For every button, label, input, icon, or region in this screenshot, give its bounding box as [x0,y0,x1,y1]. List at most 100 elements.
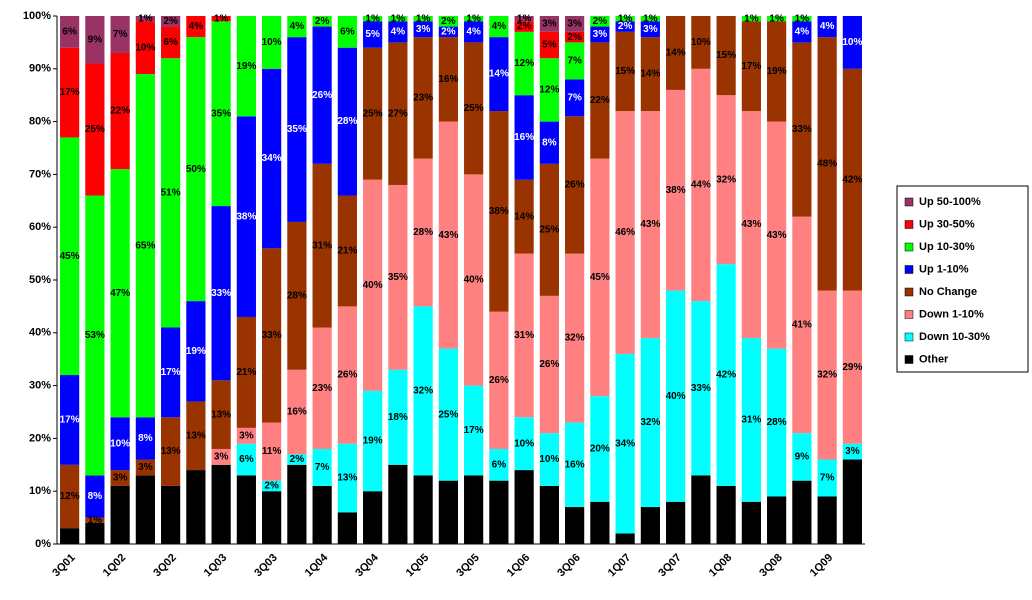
data-label: 28% [767,417,787,428]
data-label: 50% [186,164,206,175]
data-label: 12% [539,85,559,96]
bar-segment [792,480,812,544]
bar-segment [792,16,812,22]
data-label: 40% [464,275,484,286]
bar-segment [388,184,408,370]
legend-swatch [904,265,914,274]
bar-segment [514,16,534,22]
bar-segment [438,16,458,27]
x-tick-label: 1Q03 [202,552,230,580]
data-label: 5% [542,40,557,51]
bar-segment [236,443,256,476]
data-label: 9% [88,34,103,45]
bar-segment [413,158,433,307]
data-label: 8% [138,433,153,444]
data-label: 7% [567,56,582,67]
legend-label: Down 10-30% [919,331,990,343]
bar-segment [666,16,686,90]
bar-segment [388,464,408,544]
bar-segment [186,470,206,544]
data-label: 17% [60,87,80,98]
bar-segment [85,63,105,196]
data-label: 17% [161,367,181,378]
legend-swatch [904,197,914,207]
data-label: 46% [615,227,635,238]
data-label: 7% [315,462,330,473]
data-label: 11% [262,446,282,457]
bar-segment [514,470,534,544]
data-label: 1% [391,13,406,24]
bar-segment [666,290,686,502]
data-label: 38% [489,206,509,217]
bar-segment [85,475,105,518]
data-label: 26% [337,370,357,381]
data-label: 15% [716,50,736,61]
data-label: 19% [767,66,787,77]
data-label: 41% [792,320,812,331]
data-label: 21% [236,367,256,378]
bar-segment [640,111,660,339]
data-label: 17% [464,425,484,436]
bar-segment [640,507,660,544]
data-label: 14% [514,211,534,222]
bar-segment [842,68,862,291]
legend-swatch [904,220,914,229]
bar-segment [60,528,80,544]
y-tick-label: 40% [29,327,51,339]
data-label: 1% [416,13,431,24]
bar-segment [590,396,610,502]
data-label: 25% [438,409,458,420]
data-label: 3% [593,29,608,40]
bar-segment [514,253,534,418]
data-label: 1% [88,515,103,526]
bar-segment [615,353,635,534]
bar-segment [363,16,383,22]
legend-label: No Change [919,286,977,298]
bar-segment [590,26,610,43]
data-label: 1% [643,13,658,24]
y-tick-label: 80% [29,116,51,128]
bar-segment [539,163,559,296]
bar-segment [666,89,686,291]
data-label: 38% [236,211,256,222]
bar-segment [161,485,181,544]
y-tick-label: 0% [35,538,51,550]
bar-segment [615,21,635,32]
bar-segment [211,464,231,544]
data-label: 3% [542,19,557,30]
bar-segment [413,16,433,22]
data-label: 1% [618,13,633,24]
bar-segment [464,475,484,544]
data-label: 43% [741,219,761,230]
bar-segment [312,485,332,544]
bar-segment [565,116,585,254]
bar-segment [388,16,408,22]
data-label: 26% [539,359,559,370]
bar-segment [287,16,307,38]
data-label: 2% [264,481,279,492]
bar-segment [438,121,458,349]
x-tick-label: 1Q09 [808,552,836,580]
x-tick-label: 3Q05 [454,552,482,580]
bar-segment [792,42,812,217]
bar-segment [590,158,610,397]
data-label: 33% [792,124,812,135]
bar-segment [363,179,383,391]
data-label: 27% [388,108,408,119]
bar-segment [135,417,155,460]
bar-segment [539,295,559,434]
bar-segment [817,459,837,497]
y-tick-label: 90% [29,63,51,75]
data-label: 42% [716,370,736,381]
bar-segment [741,21,761,112]
bar-segment [590,16,610,27]
data-label: 5% [365,29,380,40]
bar-segment [186,301,206,402]
x-tick-label: 1Q07 [606,552,634,580]
data-label: 4% [492,21,507,32]
bar-segment [514,31,534,96]
data-label: 6% [340,26,355,37]
data-label: 25% [85,124,105,135]
legend-label: Up 50-100% [919,196,981,208]
bar-segment [565,16,585,32]
